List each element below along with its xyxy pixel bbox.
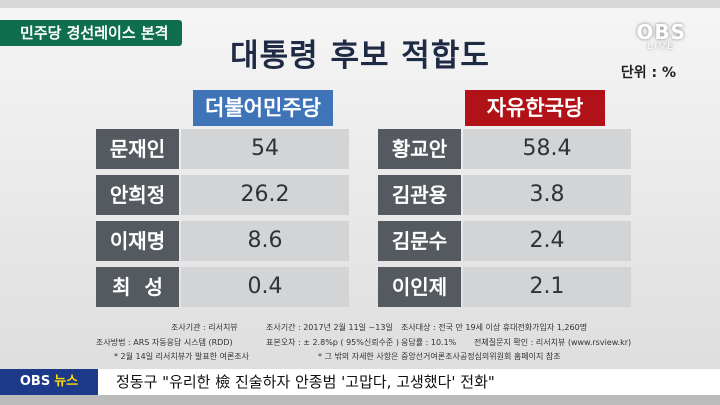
candidate-name: 김관용 [378,175,461,215]
candidate-value: 8.6 [181,221,349,261]
table-row: 황교안 58.4 [378,129,631,169]
candidate-value: 2.4 [463,221,631,261]
page-title: 대통령 후보 적합도 [230,38,490,74]
table-row: 김문수 2.4 [378,221,631,261]
table-row: 문재인 54 [96,129,349,169]
note-method: 조사방법 : ARS 자동응답 시스템 (RDD) [96,338,233,347]
note-response: 응답률 : 10.1% [401,338,457,347]
bottom-bar [0,395,720,405]
unit-label: 단위 : % [620,65,676,81]
note-agency: 조사기관 : 리서치뷰 [171,323,238,332]
note-target: 조사대상 : 전국 만 19세 이상 휴대전화가입자 1,260명 [401,323,588,332]
broadcaster-logo: OBS LIVE [636,22,686,52]
candidate-name: 이인제 [378,267,461,307]
party-header-liberty-korea: 자유한국당 [465,90,605,126]
candidate-value: 0.4 [181,267,349,307]
news-ticker: OBS 뉴스 정동구 "유리한 檢 진술하자 안종범 '고맙다, 고생했다' 전화… [0,369,720,395]
candidate-value: 2.1 [463,267,631,307]
note-period: 조사기간 : 2017년 2월 11일 ~13일 [266,323,393,332]
candidate-value: 3.8 [463,175,631,215]
table-row: 이재명 8.6 [96,221,349,261]
candidate-name: 황교안 [378,129,461,169]
table-row: 최 성 0.4 [96,267,349,307]
table-row: 이인제 2.1 [378,267,631,307]
candidate-name: 김문수 [378,221,461,261]
note-questionnaire: 전체질문지 확인 : 리서치뷰 (www.rsview.kr) [474,338,632,347]
ticker-logo: OBS 뉴스 [0,369,98,395]
ticker-logo-sub: 뉴스 [54,374,79,389]
candidate-value: 54 [181,129,349,169]
candidate-value: 26.2 [181,175,349,215]
table-row: 안희정 26.2 [96,175,349,215]
logo-text: OBS [636,20,686,44]
table-row: 김관용 3.8 [378,175,631,215]
logo-live-text: LIVE [647,42,675,52]
ticker-headline: 정동구 "유리한 檢 진술하자 안종범 '고맙다, 고생했다' 전화" [116,373,495,391]
note-error: 표본오차 : ± 2.8%p ( 95%신뢰수준 ) [266,338,399,347]
top-bar [0,0,720,8]
footnote-reference: * 그 밖의 자세한 사항은 중앙선거여론조사공정심의위원회 홈페이지 참조 [318,352,561,361]
candidate-name: 최 성 [96,267,179,307]
party-header-democratic: 더불어민주당 [193,90,333,126]
candidate-value: 58.4 [463,129,631,169]
ticker-logo-text: OBS [19,374,51,389]
category-label: 민주당 경선레이스 본격 [0,20,183,46]
candidate-name: 안희정 [96,175,179,215]
candidate-name: 이재명 [96,221,179,261]
footnote-date: * 2월 14일 리서치뷰가 발표한 여론조사 [114,352,250,361]
candidate-name: 문재인 [96,129,179,169]
